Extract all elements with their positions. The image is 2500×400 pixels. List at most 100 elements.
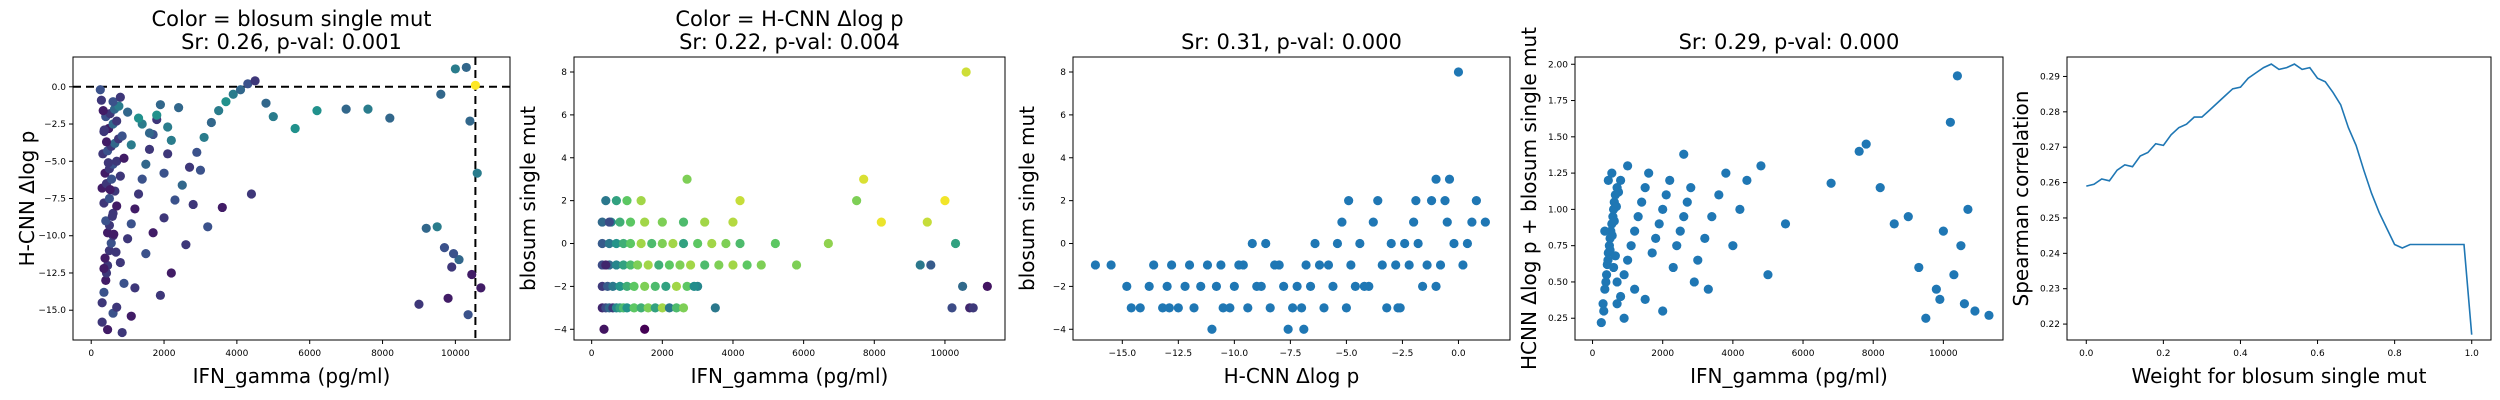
scatter-point — [1283, 324, 1293, 334]
scatter-point — [1310, 238, 1320, 249]
scatter-point — [685, 260, 696, 270]
spearman-line — [2086, 63, 2473, 335]
scatter-point — [1252, 281, 1262, 292]
scatter-point — [1728, 241, 1738, 251]
scatter-point — [1328, 281, 1338, 292]
scatter-point — [1633, 212, 1643, 222]
scatter-point — [668, 238, 678, 249]
y-tick-label: 0.23 — [2040, 285, 2060, 295]
scatter-point — [1651, 233, 1661, 244]
scatter-point — [465, 116, 475, 126]
scatter-point — [950, 238, 961, 249]
y-tick-label: 0.75 — [1548, 242, 1568, 252]
scatter-point — [448, 249, 459, 259]
x-tick-label: −7.5 — [1279, 349, 1301, 359]
scatter-point — [98, 106, 108, 116]
scatter-point — [1945, 117, 1955, 127]
scatter-point — [735, 238, 745, 249]
scatter-point — [604, 238, 614, 249]
scatter-point — [1373, 196, 1383, 206]
scatter-point — [1921, 313, 1931, 323]
scatter-point — [206, 117, 216, 128]
x-axis-label: IFN_gamma (pg/ml) — [193, 364, 391, 388]
scatter-point — [439, 243, 450, 253]
scatter-point — [1270, 260, 1280, 270]
y-tick-label: −5.0 — [44, 157, 66, 167]
scatter-point — [618, 260, 629, 270]
scatter-point — [1640, 183, 1650, 193]
x-axis-label: IFN_gamma (pg/ml) — [1690, 364, 1888, 388]
scatter-point — [115, 171, 125, 181]
y-tick-label: 2 — [561, 197, 567, 207]
scatter-point — [915, 260, 925, 270]
scatter-point — [112, 156, 122, 166]
scatter-point — [1637, 197, 1647, 207]
scatter-point — [1409, 217, 1419, 227]
scatter-point — [117, 131, 127, 141]
scatter-point — [163, 122, 173, 132]
scatter-point — [107, 211, 117, 221]
scatter-point — [1707, 212, 1717, 222]
scatter-point — [1462, 238, 1473, 249]
chart-title-line: Sr: 0.22, p-val: 0.004 — [679, 30, 900, 54]
x-tick-label: 6000 — [792, 349, 815, 359]
scatter-point — [1601, 270, 1612, 280]
scatter-point — [625, 217, 636, 227]
scatter-point — [657, 217, 667, 227]
plot-frame — [573, 56, 1006, 341]
y-tick-label: 0.50 — [1548, 278, 1568, 288]
scatter-point — [312, 106, 322, 116]
y-tick-label: 0 — [1060, 240, 1066, 250]
x-tick-label: 0.8 — [2387, 349, 2402, 359]
scatter-point — [1763, 270, 1773, 280]
scatter-point — [1288, 303, 1298, 313]
scatter-point — [155, 290, 165, 300]
scatter-point — [608, 281, 618, 292]
scatter-point — [133, 113, 144, 123]
scatter-point — [1471, 196, 1481, 206]
scatter-point — [647, 238, 657, 249]
scatter-point — [1647, 248, 1657, 258]
scatter-point — [1903, 212, 1913, 222]
scatter-point — [1935, 294, 1945, 304]
scatter-point — [1386, 238, 1396, 249]
scatter-point — [640, 281, 650, 292]
scatter-point — [1400, 238, 1410, 249]
scatter-point — [1391, 260, 1401, 270]
scatter-point — [461, 62, 471, 73]
scatter-point — [852, 196, 862, 206]
scatter-point — [922, 217, 932, 227]
scatter-point — [604, 217, 614, 227]
scatter-point — [1826, 178, 1836, 188]
scatter-point — [166, 268, 176, 278]
scatter-point — [1337, 217, 1347, 227]
scatter-point — [432, 222, 442, 232]
scatter-point — [414, 299, 424, 309]
scatter-point — [363, 104, 373, 114]
scatter-point — [961, 67, 971, 77]
scatter-point — [1243, 303, 1253, 313]
scatter-point — [859, 174, 869, 184]
scatter-point — [947, 303, 957, 313]
scatter-point — [1931, 284, 1941, 294]
scatter-point — [1184, 260, 1195, 270]
scatter-point — [1444, 174, 1455, 184]
scatter-point — [221, 97, 231, 107]
scatter-point — [1963, 204, 1973, 214]
x-tick-label: 0.0 — [1451, 349, 1466, 359]
scatter-point — [101, 137, 112, 147]
scatter-point — [1603, 175, 1613, 185]
scatter-point — [1613, 187, 1624, 197]
scatter-point — [97, 317, 107, 327]
y-tick-label: 0 — [561, 240, 567, 250]
scatter-point — [1756, 161, 1766, 171]
x-tick-label: 0.2 — [2156, 349, 2170, 359]
y-tick-label: −10.0 — [38, 232, 66, 242]
scatter-point — [1305, 281, 1316, 292]
scatter-point — [1623, 161, 1633, 171]
scatter-point — [1122, 281, 1132, 292]
scatter-point — [436, 89, 446, 99]
scatter-point — [625, 260, 636, 270]
scatter-point — [95, 85, 105, 95]
scatter-point — [1207, 324, 1217, 334]
